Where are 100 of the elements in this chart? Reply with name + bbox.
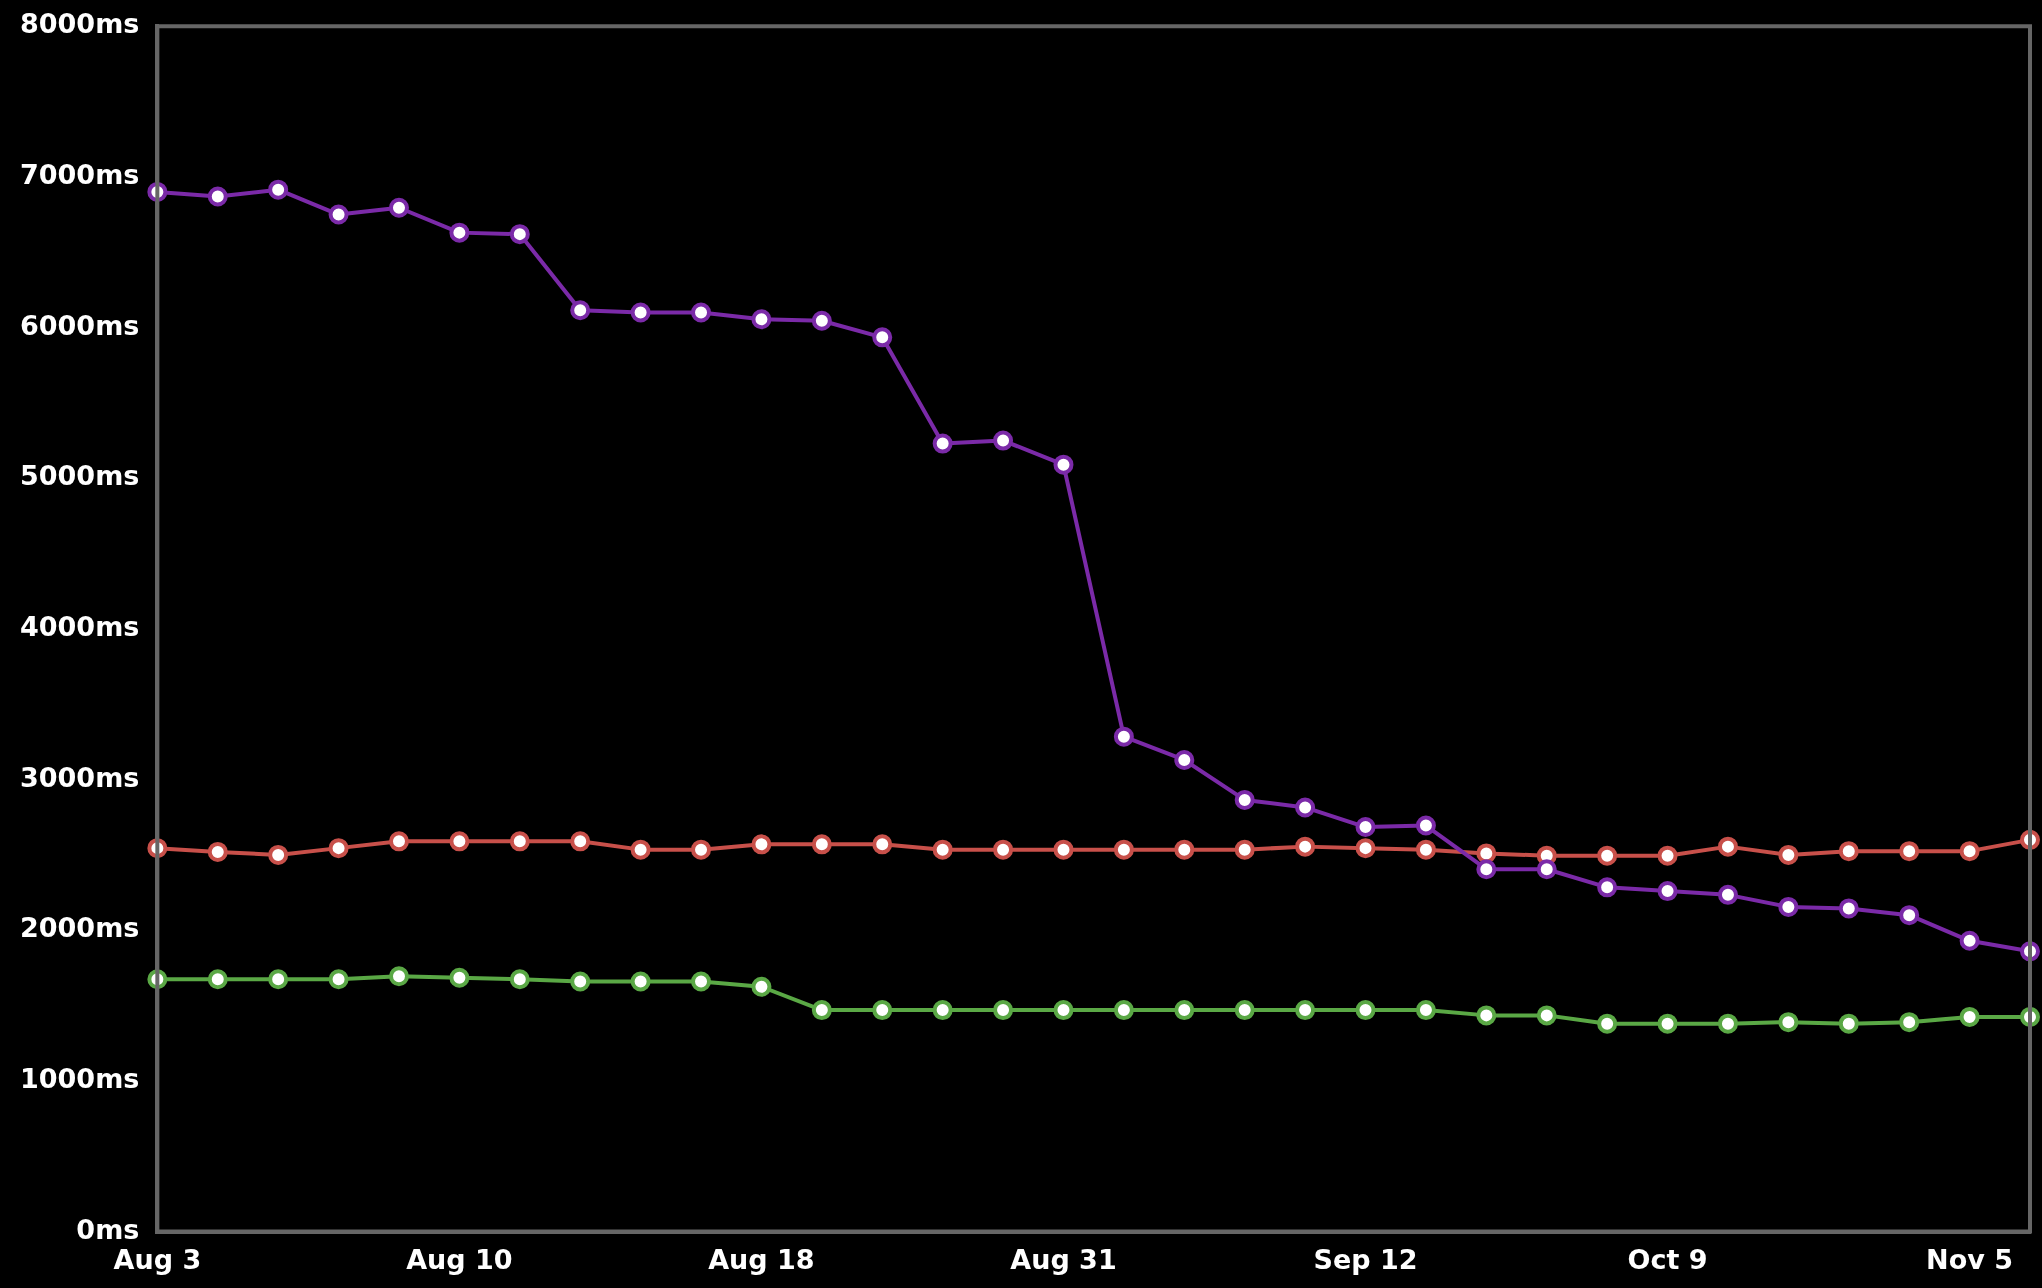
point: [268, 844, 289, 865]
y-tick-label: 2000ms: [19, 912, 140, 944]
y-tick-label: 3000ms: [19, 761, 140, 793]
x-tick-label: Oct 9: [1627, 1243, 1708, 1275]
point: [509, 224, 530, 245]
x-tick-label: Nov 5: [1926, 1243, 2014, 1275]
point: [1597, 1013, 1618, 1034]
point: [1838, 1013, 1859, 1034]
point: [388, 966, 409, 987]
point: [268, 179, 289, 200]
point: [570, 300, 591, 321]
point: [1174, 1000, 1195, 1021]
point: [1597, 845, 1618, 866]
point: [1234, 1000, 1255, 1021]
point: [811, 1000, 832, 1021]
point: [1415, 815, 1436, 836]
point: [1113, 1000, 1134, 1021]
point: [1415, 839, 1436, 860]
point: [207, 186, 228, 207]
point: [207, 841, 228, 862]
point: [388, 831, 409, 852]
point: [1295, 836, 1316, 857]
point: [1959, 1006, 1980, 1027]
point: [691, 302, 712, 323]
point: [207, 969, 228, 990]
y-tick-label: 1000ms: [19, 1062, 140, 1094]
point: [1717, 836, 1738, 857]
point: [509, 831, 530, 852]
point: [1657, 881, 1678, 902]
point: [630, 302, 651, 323]
y-tick-label: 7000ms: [19, 158, 140, 190]
point: [449, 831, 470, 852]
point: [993, 1000, 1014, 1021]
point: [509, 969, 530, 990]
point: [449, 967, 470, 988]
point: [1657, 845, 1678, 866]
point: [1295, 797, 1316, 818]
point: [751, 834, 772, 855]
point: [1234, 789, 1255, 810]
point: [1959, 930, 1980, 951]
point: [1415, 1000, 1436, 1021]
point: [1899, 905, 1920, 926]
point: [630, 971, 651, 992]
point: [1597, 877, 1618, 898]
point: [1717, 1013, 1738, 1034]
point: [328, 204, 349, 225]
point: [1476, 859, 1497, 880]
x-tick-label: Aug 18: [708, 1243, 815, 1275]
point: [630, 839, 651, 860]
point: [1295, 1000, 1316, 1021]
point: [1113, 839, 1134, 860]
y-tick-label: 4000ms: [19, 610, 140, 642]
point: [1476, 843, 1497, 864]
point: [811, 310, 832, 331]
point: [691, 971, 712, 992]
point: [1113, 726, 1134, 747]
point: [1174, 749, 1195, 770]
point: [932, 839, 953, 860]
point: [1657, 1013, 1678, 1034]
point: [811, 834, 832, 855]
point: [1899, 1012, 1920, 1033]
point: [1536, 859, 1557, 880]
point: [872, 327, 893, 348]
y-tick-label: 6000ms: [19, 309, 140, 341]
y-tick-label: 8000ms: [19, 8, 140, 40]
point: [1536, 1005, 1557, 1026]
point: [1838, 898, 1859, 919]
point: [1717, 884, 1738, 905]
point: [932, 433, 953, 454]
point: [570, 831, 591, 852]
point: [691, 839, 712, 860]
point: [449, 222, 470, 243]
point: [328, 838, 349, 859]
point: [993, 430, 1014, 451]
point: [1174, 839, 1195, 860]
point: [1053, 839, 1074, 860]
point: [872, 834, 893, 855]
y-tick-label: 5000ms: [19, 460, 140, 492]
point: [932, 1000, 953, 1021]
point: [570, 971, 591, 992]
point: [1838, 841, 1859, 862]
point: [872, 1000, 893, 1021]
x-tick-label: Aug 3: [113, 1243, 202, 1275]
point: [751, 309, 772, 330]
y-tick-label: 0ms: [76, 1213, 140, 1245]
point: [1053, 454, 1074, 475]
point: [751, 976, 772, 997]
point: [1234, 839, 1255, 860]
point: [1778, 896, 1799, 917]
point: [1778, 844, 1799, 865]
point: [1355, 838, 1376, 859]
x-tick-label: Aug 31: [1010, 1243, 1117, 1275]
point: [388, 197, 409, 218]
x-tick-label: Aug 10: [406, 1243, 513, 1275]
point: [1053, 1000, 1074, 1021]
x-tick-label: Sep 12: [1313, 1243, 1418, 1275]
point: [1899, 841, 1920, 862]
point: [1959, 841, 1980, 862]
point: [1355, 1000, 1376, 1021]
point: [268, 969, 289, 990]
